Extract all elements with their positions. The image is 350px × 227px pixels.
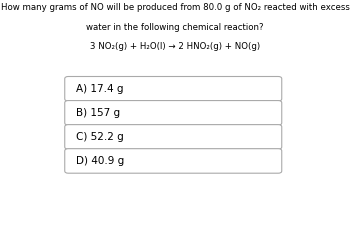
Text: A) 17.4 g: A) 17.4 g — [76, 84, 124, 94]
Text: 3 NO₂(g) + H₂O(l) → 2 HNO₂(g) + NO(g): 3 NO₂(g) + H₂O(l) → 2 HNO₂(g) + NO(g) — [90, 42, 260, 51]
FancyBboxPatch shape — [65, 76, 282, 101]
Text: D) 40.9 g: D) 40.9 g — [76, 156, 124, 166]
Text: B) 157 g: B) 157 g — [76, 108, 120, 118]
Text: How many grams of NO will be produced from 80.0 g of NO₂ reacted with excess: How many grams of NO will be produced fr… — [1, 3, 349, 12]
Text: C) 52.2 g: C) 52.2 g — [76, 132, 124, 142]
Text: water in the following chemical reaction?: water in the following chemical reaction… — [86, 23, 264, 32]
FancyBboxPatch shape — [65, 101, 282, 125]
FancyBboxPatch shape — [65, 149, 282, 173]
FancyBboxPatch shape — [65, 125, 282, 149]
